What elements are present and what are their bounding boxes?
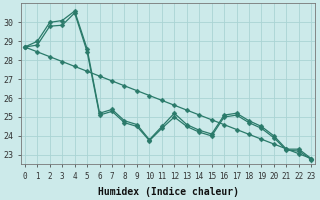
X-axis label: Humidex (Indice chaleur): Humidex (Indice chaleur) [98, 186, 239, 197]
